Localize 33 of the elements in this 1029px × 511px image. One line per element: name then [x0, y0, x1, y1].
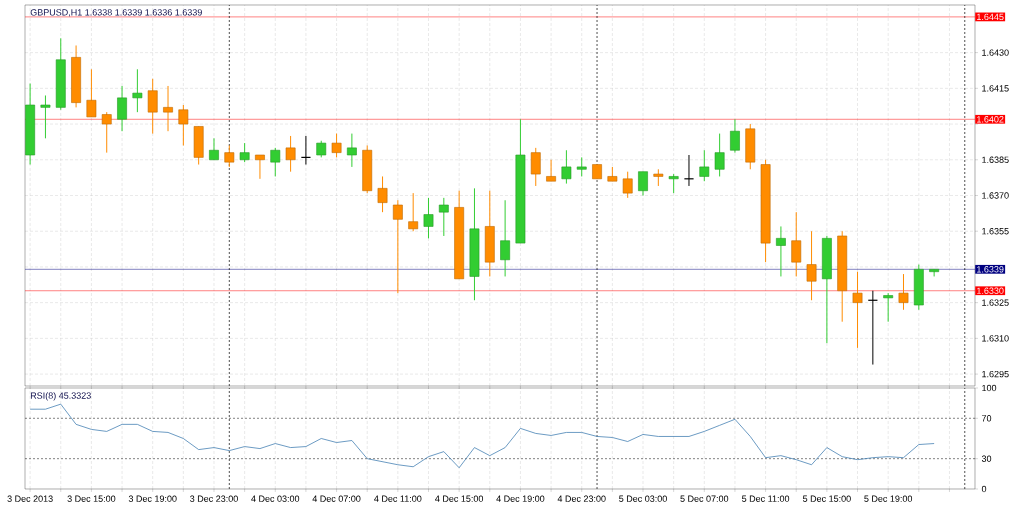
x-tick-label: 4 Dec 03:00 — [251, 495, 300, 502]
x-tick-label: 5 Dec 15:00 — [802, 495, 851, 502]
ref-line-label: 1.6339 — [977, 266, 1004, 273]
y-tick-label: 1.6430 — [982, 49, 1009, 56]
x-tick-label: 4 Dec 19:00 — [496, 495, 545, 502]
ref-line-label: 1.6402 — [977, 116, 1004, 123]
x-tick-label: 3 Dec 19:00 — [128, 495, 177, 502]
y-tick-label: 1.6355 — [982, 228, 1009, 235]
y-tick-label: 1.6385 — [982, 156, 1009, 163]
x-tick-label: 5 Dec 11:00 — [742, 495, 790, 502]
y-tick-label: 1.6370 — [982, 192, 1009, 199]
y-tick-label: 1.6295 — [982, 370, 1009, 378]
x-tick-label: 3 Dec 2013 — [7, 495, 53, 502]
chart-title: GBPUSD,H1 1.6338 1.6339 1.6336 1.6339 — [30, 9, 202, 17]
x-tick-label: 3 Dec 23:00 — [190, 495, 238, 502]
y-tick-label: 1.6310 — [982, 335, 1009, 342]
x-tick-label: 4 Dec 15:00 — [435, 495, 484, 502]
y-tick-label: 1.6415 — [982, 85, 1009, 92]
y-tick-label: 100 — [982, 384, 997, 392]
y-tick-label: 30 — [981, 455, 992, 462]
x-tick-label: 5 Dec 03:00 — [619, 495, 667, 502]
x-tick-label: 3 Dec 15:00 — [67, 495, 116, 502]
chart-title: RSI(8) 45.3323 — [30, 392, 91, 401]
y-tick-label: 70 — [981, 415, 992, 422]
ref-line-label: 1.6330 — [977, 287, 1004, 294]
y-tick-label: 0 — [981, 485, 987, 493]
y-tick-label: 1.6325 — [982, 299, 1009, 306]
x-tick-label: 4 Dec 07:00 — [312, 495, 361, 502]
x-tick-label: 5 Dec 19:00 — [864, 495, 913, 502]
ref-line-label: 1.6445 — [977, 13, 1004, 21]
x-tick-label: 5 Dec 07:00 — [680, 495, 729, 502]
x-tick-label: 4 Dec 23:00 — [557, 495, 606, 502]
x-tick-label: 4 Dec 11:00 — [374, 495, 422, 502]
